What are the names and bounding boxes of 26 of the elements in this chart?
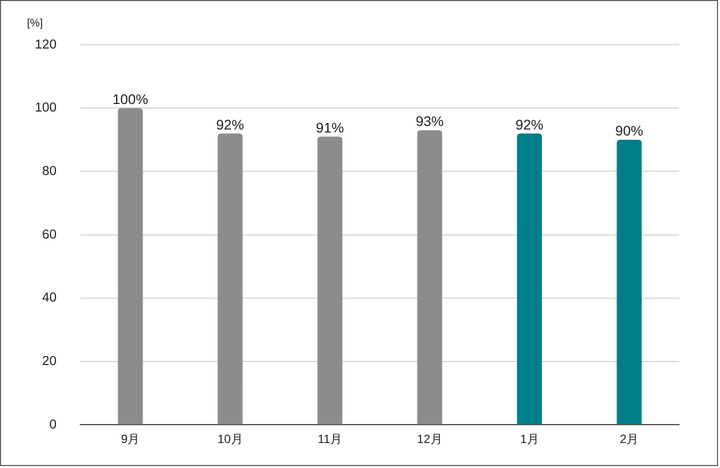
y-axis-title: [%] — [26, 17, 43, 30]
y-tick-label: 100 — [34, 100, 57, 115]
x-tick-label: 10月 — [217, 432, 243, 446]
y-tick-label: 80 — [42, 163, 57, 178]
x-tick-label: 1月 — [520, 432, 539, 446]
bar — [118, 108, 143, 424]
bar — [317, 136, 342, 424]
y-tick-label: 120 — [34, 36, 57, 52]
y-tick-label: 0 — [49, 416, 57, 432]
y-tick-label: 40 — [42, 290, 57, 305]
bar — [516, 133, 542, 424]
x-tick-label: 11月 — [318, 432, 342, 446]
data-label: 91% — [316, 120, 344, 136]
y-tick-label: 20 — [42, 353, 57, 368]
data-label: 100% — [112, 91, 148, 108]
y-tick-label: 60 — [42, 226, 57, 242]
x-tick-label: 12月 — [417, 432, 442, 446]
data-label: 90% — [615, 122, 644, 139]
bar — [616, 140, 642, 424]
bar — [218, 133, 243, 424]
x-tick-label: 2月 — [620, 432, 639, 446]
x-tick-label: 9月 — [121, 432, 140, 446]
data-label: 92% — [216, 116, 244, 132]
data-label: 92% — [515, 116, 544, 132]
bar — [417, 130, 442, 424]
data-label: 93% — [416, 113, 444, 130]
